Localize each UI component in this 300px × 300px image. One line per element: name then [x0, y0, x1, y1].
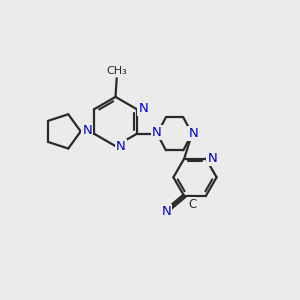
Text: N: N	[139, 102, 148, 115]
Text: C: C	[188, 198, 196, 211]
Text: N: N	[116, 140, 126, 153]
Text: N: N	[152, 126, 161, 140]
Text: N: N	[208, 152, 217, 165]
Text: CH₃: CH₃	[106, 66, 127, 76]
Text: N: N	[188, 127, 198, 140]
Text: N: N	[161, 205, 171, 218]
Text: N: N	[82, 124, 92, 137]
